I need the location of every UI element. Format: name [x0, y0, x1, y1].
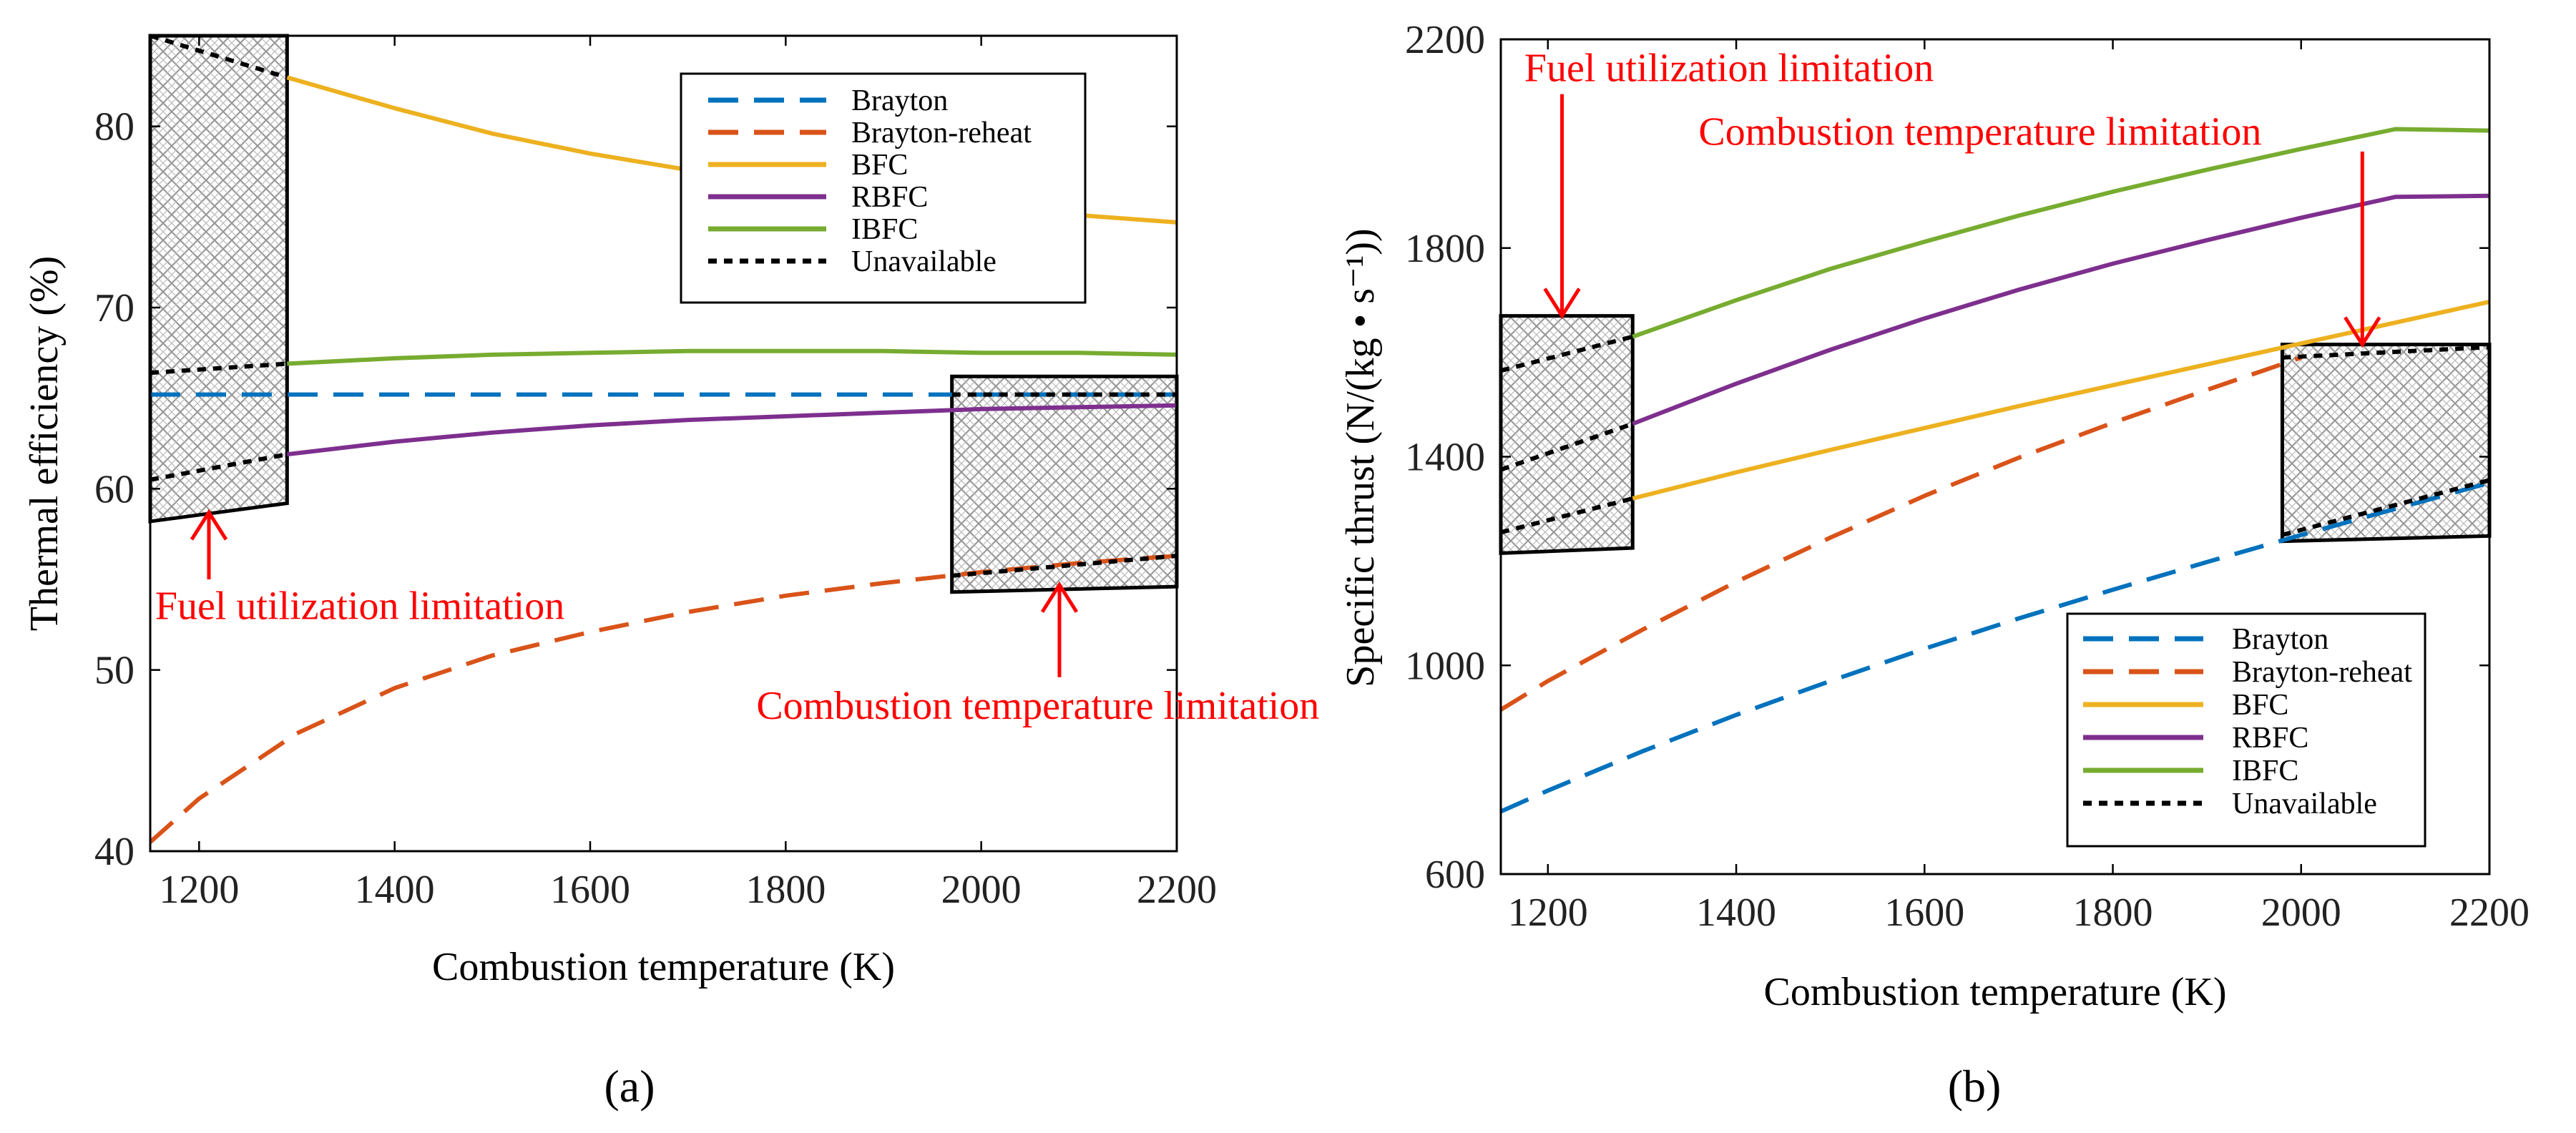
x-tick-label-1400: 1400 — [1696, 891, 1776, 935]
y-tick-label-1800: 1800 — [1405, 227, 1485, 271]
series-ibfc-line — [1632, 127, 2490, 339]
legend-box — [680, 72, 1087, 304]
x-tick-label-2000: 2000 — [2261, 891, 2341, 935]
x-tick-label-1400: 1400 — [355, 868, 435, 912]
y-tick-label-80: 80 — [94, 105, 134, 149]
x-tick-label-1200: 1200 — [159, 868, 239, 912]
legend-label-ibfc: IBFC — [851, 213, 918, 246]
panel-a: 1200 1400 1600 1800 2000 2200 40 50 60 70 80 Combus… — [22, 34, 1319, 1112]
y-tick-label-1000: 1000 — [1405, 644, 1485, 688]
series-unavailable-segment-2 — [1500, 496, 1634, 535]
annotation-0: Fuel utilization limitation — [155, 584, 564, 629]
annotation-0: Fuel utilization limitation — [1524, 46, 1934, 90]
x-axis-label: Combustion temperature (K) — [1764, 970, 2227, 1014]
y-axis-label: Thermal efficiency (%) — [22, 256, 67, 631]
y-axis-label: Specific thrust (N/(kg • s⁻¹)) — [1338, 228, 1383, 687]
legend-label-brayton: Brayton — [851, 84, 948, 117]
legend-label-rbfc: RBFC — [851, 181, 928, 214]
panel-label: (a) — [604, 1061, 655, 1112]
panel-b: 1200 1400 1600 1800 2000 2200 600 1000 1400 1800 2… — [1338, 18, 2530, 1112]
y-tick-label-50: 50 — [94, 649, 134, 693]
series-brayton-reheat-line — [1499, 355, 2302, 712]
y-tick-label-2200: 2200 — [1405, 18, 1485, 62]
series-unavailable-segment-1 — [150, 361, 288, 376]
annotation-arrow-head-1 — [2344, 316, 2381, 348]
x-tick-label-1600: 1600 — [1884, 891, 1964, 935]
x-tick-label-2000: 2000 — [941, 868, 1022, 912]
series-unavailable-segment-0 — [150, 34, 288, 80]
legend-label-rbfc: RBFC — [2232, 722, 2308, 755]
series-brayton-reheat-line — [149, 554, 1177, 844]
x-tick-label-1600: 1600 — [550, 868, 630, 912]
legend-label-brayton-reheat: Brayton-reheat — [851, 117, 1032, 149]
series-ibfc-line — [287, 348, 1177, 366]
legend-box — [2066, 612, 2426, 848]
panel-label: (b) — [1948, 1061, 2002, 1112]
x-tick-label-2200: 2200 — [2449, 891, 2530, 935]
x-tick-label-1800: 1800 — [2073, 891, 2153, 935]
series-unavailable-segment-4 — [951, 554, 1177, 578]
legend-label-unavailable: Unavailable — [851, 245, 996, 278]
annotation-arrow-head-0 — [1543, 288, 1581, 320]
y-tick-label-1400: 1400 — [1405, 436, 1485, 480]
series-unavailable-segment-3 — [2282, 345, 2490, 360]
series-unavailable-segment-2 — [150, 452, 288, 482]
series-unavailable-segment-0 — [1500, 334, 1634, 373]
y-tick-label-40: 40 — [94, 830, 134, 874]
y-tick-label-60: 60 — [94, 467, 134, 511]
legend-label-unavailable: Unavailable — [2232, 788, 2377, 820]
legend-label-brayton-reheat: Brayton-reheat — [2232, 656, 2412, 689]
annotation-arrow-head-0 — [190, 509, 228, 541]
series-unavailable-segment-1 — [1500, 421, 1634, 472]
y-tick-label-600: 600 — [1425, 853, 1485, 897]
x-tick-label-1200: 1200 — [1508, 891, 1588, 935]
x-axis-label: Combustion temperature (K) — [432, 945, 895, 989]
annotation-arrow-head-1 — [1040, 581, 1079, 613]
series-rbfc-line — [1632, 193, 2490, 426]
y-tick-label-70: 70 — [94, 286, 134, 330]
legend-label-bfc: BFC — [2232, 689, 2288, 722]
legend-label-ibfc: IBFC — [2232, 755, 2298, 788]
legend-label-bfc: BFC — [851, 149, 908, 182]
legend-label-brayton: Brayton — [2232, 623, 2328, 656]
x-tick-label-1800: 1800 — [745, 868, 826, 912]
series-unavailable-segment-4 — [2281, 478, 2490, 537]
annotation-1: Combustion temperature limitation — [756, 684, 1319, 728]
plot-frame — [149, 34, 1178, 853]
series-bfc-line — [1632, 299, 2490, 501]
annotation-1: Combustion temperature limitation — [1698, 109, 2261, 154]
series-rbfc-line — [286, 403, 1177, 457]
x-tick-label-2200: 2200 — [1137, 868, 1217, 912]
fuel-limit-region-0 — [148, 34, 289, 524]
